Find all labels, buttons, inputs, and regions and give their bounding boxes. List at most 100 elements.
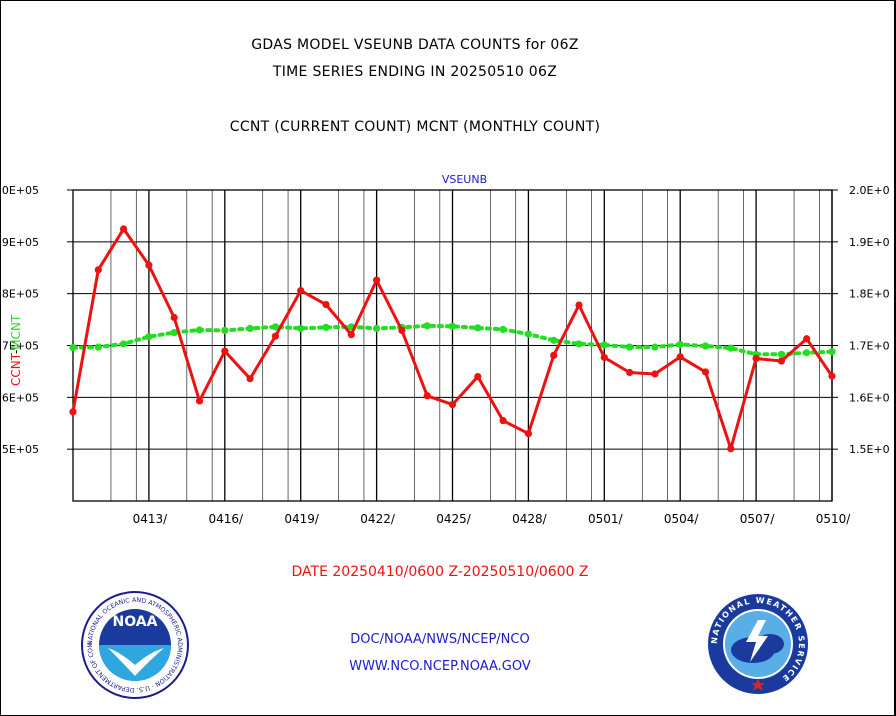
data-point-ccnt [120, 225, 128, 233]
noaa-seal-icon: NOAA NATIONAL OCEANIC AND ATMOSPHERIC AD… [77, 585, 190, 700]
data-point-ccnt [474, 373, 482, 381]
data-point-ccnt [145, 261, 153, 269]
data-point-mcnt [373, 324, 381, 332]
data-point-ccnt [221, 347, 229, 355]
data-point-ccnt [727, 445, 735, 453]
data-point-ccnt [271, 332, 279, 340]
data-point-ccnt [676, 353, 684, 361]
y-tick-label-right: 2.0E+0 [849, 184, 890, 197]
data-point-ccnt [575, 301, 583, 309]
data-point-mcnt [297, 324, 305, 332]
data-point-ccnt [94, 266, 102, 274]
data-point-ccnt [752, 354, 760, 363]
x-tick-label: 0428/ [512, 512, 548, 526]
y-tick-label-left: .9E+05 [0, 236, 39, 249]
data-point-ccnt [828, 372, 836, 380]
data-point-ccnt [600, 353, 608, 362]
chart-legend-line: CCNT (CURRENT COUNT) MCNT (MONTHLY COUNT… [229, 119, 601, 135]
y-tick-label-left: .8E+05 [0, 288, 39, 301]
data-point-mcnt [676, 340, 684, 349]
y-tick-label-right: 1.6E+0 [849, 391, 890, 404]
y-tick-label-right: 1.7E+0 [849, 340, 890, 353]
footer-website-link[interactable]: WWW.NCO.NCEP.NOAA.GOV [349, 659, 531, 674]
data-point-ccnt [499, 417, 507, 425]
data-point-ccnt [803, 335, 811, 343]
data-point-ccnt [777, 357, 786, 365]
data-point-ccnt [423, 392, 431, 400]
y-tick-label-right: 1.8E+0 [849, 288, 890, 301]
data-point-mcnt [524, 330, 533, 338]
data-point-ccnt [701, 368, 710, 376]
data-point-ccnt [322, 300, 330, 309]
x-tick-label: 0416/ [209, 512, 245, 526]
data-point-mcnt [94, 343, 102, 351]
data-point-mcnt [120, 340, 128, 348]
data-point-mcnt [727, 344, 735, 352]
nws-seal-icon: NATIONAL WEATHER SERVICE [706, 592, 810, 696]
data-point-ccnt [195, 397, 204, 405]
y-axis-label-ccnt: CCNT [9, 352, 23, 386]
data-point-mcnt [170, 328, 178, 337]
data-point-mcnt [246, 324, 254, 332]
data-point-ccnt [651, 370, 659, 378]
x-tick-label: 0413/ [133, 512, 169, 526]
data-point-ccnt [69, 408, 77, 416]
plot-series [69, 225, 836, 453]
data-point-mcnt [474, 324, 482, 332]
noaa-logo-text: NOAA [113, 614, 158, 630]
data-point-mcnt [145, 333, 153, 341]
y-tick-label-left: .0E+05 [0, 184, 39, 197]
footer-org-path: DOC/NOAA/NWS/NCEP/NCO [350, 632, 530, 647]
data-point-ccnt [373, 276, 381, 284]
right-edge-bar [894, 0, 896, 716]
y-tick-label-left: .6E+05 [0, 391, 39, 404]
y-tick-label-left: .7E+05 [0, 340, 39, 353]
data-point-mcnt [69, 343, 77, 352]
data-point-mcnt [322, 323, 330, 331]
x-tick-label: 0501/ [588, 512, 624, 526]
plot-labels: .5E+05 1.5E+0 .6E+05 1.6E+0 .7E+05 1.7E+0 .8E+… [0, 173, 890, 526]
data-point-mcnt [626, 343, 634, 351]
chart-subtitle: TIME SERIES ENDING IN 20250510 06Z [272, 64, 558, 80]
data-point-mcnt [777, 350, 786, 358]
data-point-ccnt [297, 286, 305, 295]
data-point-ccnt [524, 430, 533, 438]
y-tick-label-right: 1.5E+0 [849, 443, 890, 456]
data-point-mcnt [423, 322, 431, 330]
data-point-mcnt [221, 326, 229, 335]
data-point-mcnt [195, 326, 204, 334]
data-point-mcnt [550, 336, 558, 344]
x-tick-label: 0425/ [436, 512, 472, 526]
date-range-label: DATE 20250410/0600 Z-20250510/0600 Z [291, 564, 589, 580]
data-point-ccnt [550, 351, 558, 359]
data-point-mcnt [803, 349, 811, 357]
data-point-mcnt [600, 341, 608, 349]
data-point-ccnt [626, 368, 634, 377]
data-point-ccnt [170, 313, 178, 322]
x-tick-label: 0422/ [360, 512, 396, 526]
data-point-ccnt [347, 331, 355, 339]
x-tick-label: 0510/ [816, 512, 852, 526]
data-point-ccnt [398, 326, 406, 335]
plot-title: VSEUNB [442, 173, 487, 186]
y-tick-label-left: .5E+05 [0, 443, 39, 456]
y-axis-label-mcnt: MCNT [9, 314, 23, 350]
data-point-ccnt [246, 375, 254, 383]
x-tick-label: 0419/ [284, 512, 320, 526]
y-tick-label-right: 1.9E+0 [849, 236, 890, 249]
data-point-mcnt [271, 323, 279, 331]
chart-title: GDAS MODEL VSEUNB DATA COUNTS for 06Z [251, 37, 579, 53]
y-axis-label-sep: - [9, 350, 23, 354]
data-point-ccnt [448, 400, 457, 409]
data-point-mcnt [651, 343, 659, 351]
x-tick-label: 0504/ [664, 512, 700, 526]
data-point-mcnt [575, 340, 583, 348]
data-point-mcnt [828, 348, 836, 356]
data-point-mcnt [499, 325, 507, 334]
data-point-mcnt [448, 322, 457, 330]
data-point-mcnt [701, 342, 710, 350]
x-tick-label: 0507/ [740, 512, 776, 526]
y-axis-label: CCNT-MCNT [9, 314, 23, 386]
